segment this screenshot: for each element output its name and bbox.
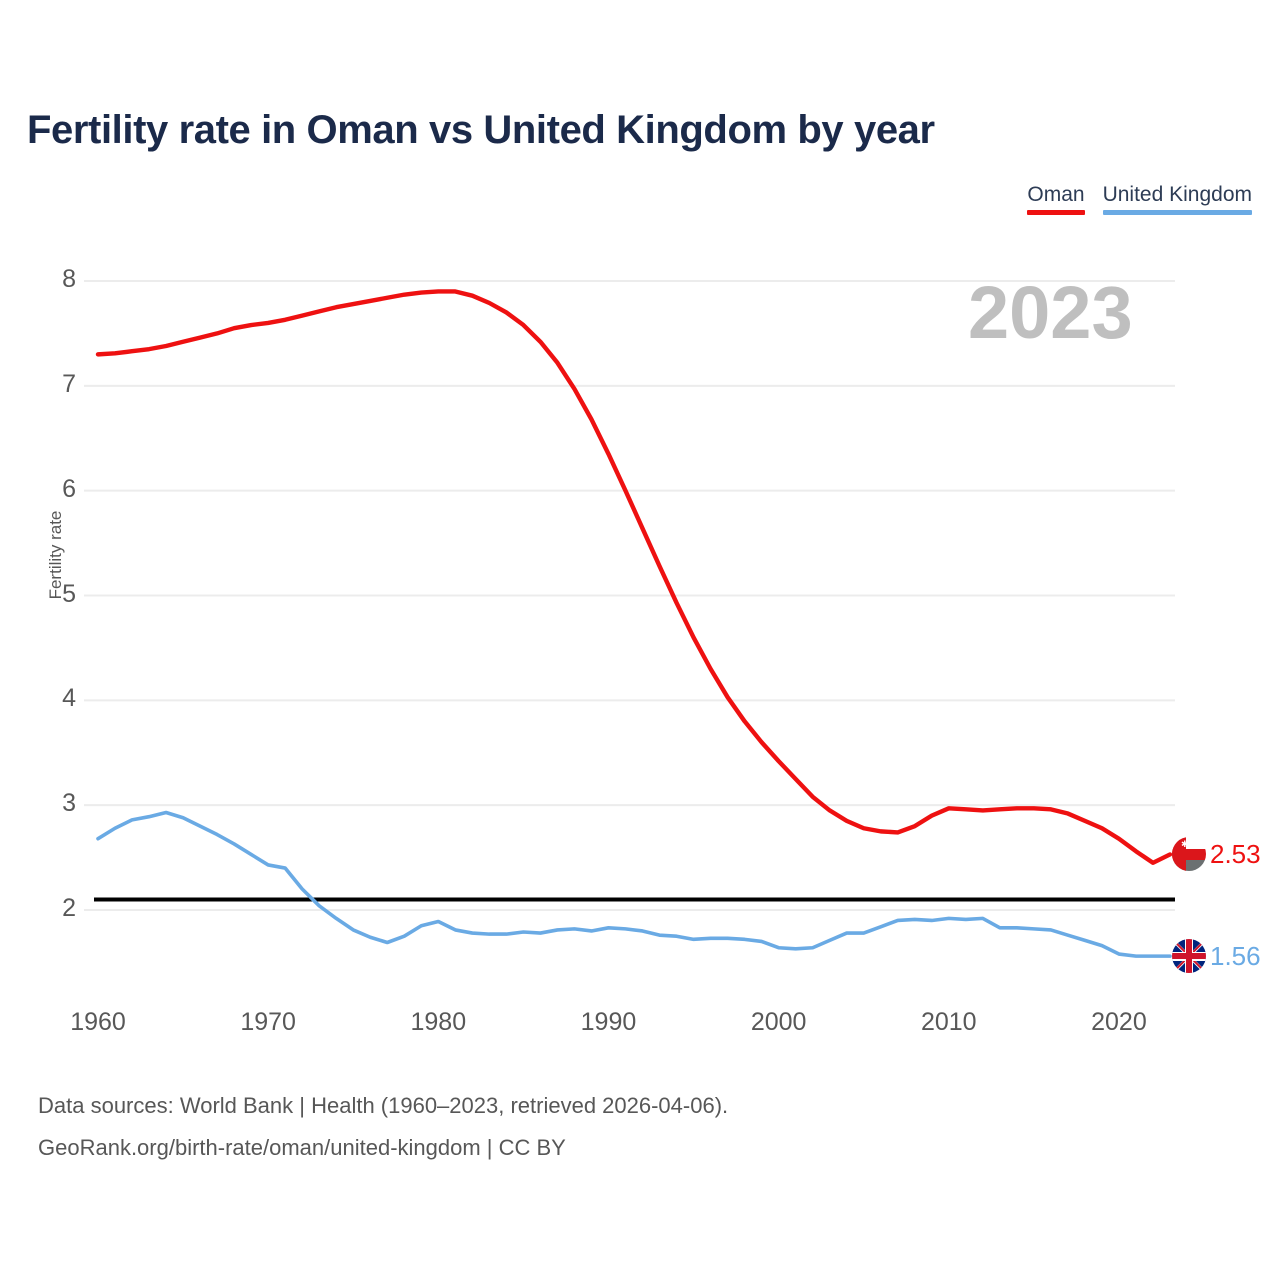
y-tick-label: 4 xyxy=(62,684,76,713)
y-tick-label: 8 xyxy=(62,265,76,293)
footer-data-sources: Data sources: World Bank | Health (1960–… xyxy=(38,1093,729,1118)
legend-item-oman[interactable]: Oman xyxy=(1027,183,1085,215)
y-tick-label: 6 xyxy=(62,474,76,503)
x-tick-label: 1970 xyxy=(240,1008,296,1036)
legend-item-united-kingdom[interactable]: United Kingdom xyxy=(1102,183,1252,215)
y-tick-label: 3 xyxy=(62,789,76,818)
footer: Data sources: World Bank | Health (1960–… xyxy=(38,1085,728,1169)
footer-attribution: GeoRank.org/birth-rate/oman/united-kingd… xyxy=(38,1135,566,1160)
legend-label-united-kingdom: United Kingdom xyxy=(1102,183,1252,206)
series-line-united-kingdom xyxy=(96,810,1172,958)
end-label-oman: ✱ 2.53 xyxy=(1172,837,1261,872)
x-tick-label: 2000 xyxy=(750,1008,807,1036)
y-tick-label: 5 xyxy=(62,579,76,608)
chart-legend: Oman United Kingdom xyxy=(1027,183,1252,215)
legend-label-oman: Oman xyxy=(1027,183,1085,206)
series-line-oman xyxy=(95,289,1173,866)
x-tick-label: 2010 xyxy=(920,1008,977,1036)
uk-flag-icon xyxy=(1172,939,1206,974)
legend-color-swatch-oman xyxy=(1027,210,1085,215)
oman-flag-icon: ✱ xyxy=(1172,837,1206,872)
x-tick-label: 1990 xyxy=(580,1008,637,1036)
end-value-united-kingdom: 1.56 xyxy=(1210,940,1261,971)
end-label-united-kingdom: 1.56 xyxy=(1172,939,1261,974)
year-watermark: 2023 xyxy=(968,271,1133,354)
y-tick-label: 2 xyxy=(62,894,76,922)
x-tick-label: 1980 xyxy=(410,1008,467,1036)
x-tick-label: 1960 xyxy=(70,1008,126,1036)
page-title: Fertility rate in Oman vs United Kingdom… xyxy=(27,108,935,152)
end-value-oman: 2.53 xyxy=(1210,838,1261,869)
y-tick-label: 7 xyxy=(62,369,76,398)
legend-color-swatch-united-kingdom xyxy=(1102,210,1252,215)
x-tick-label: 2020 xyxy=(1091,1008,1147,1036)
